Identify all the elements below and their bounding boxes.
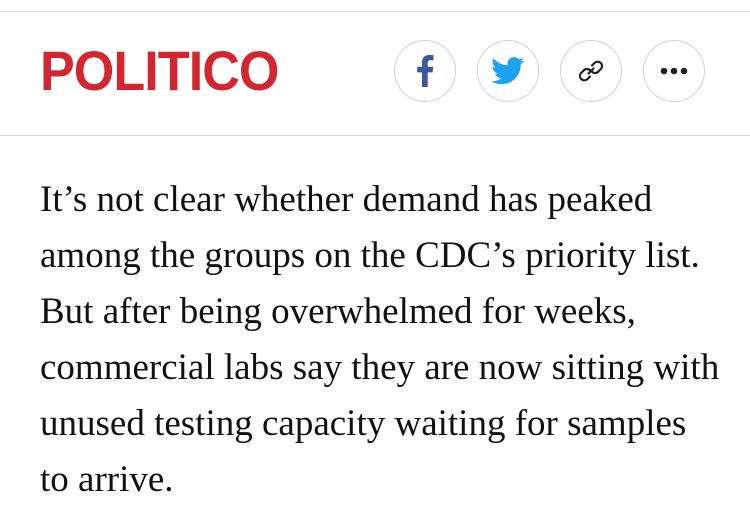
- top-divider: [0, 11, 750, 12]
- link-icon: [578, 60, 604, 82]
- facebook-icon: [417, 55, 434, 87]
- twitter-bird-icon: [491, 57, 525, 85]
- copy-link-button[interactable]: [560, 40, 622, 102]
- header-divider: [0, 135, 750, 136]
- twitter-share-button[interactable]: [477, 40, 539, 102]
- site-header: POLITICO: [0, 12, 750, 135]
- politico-logo[interactable]: POLITICO: [40, 39, 279, 102]
- facebook-share-button[interactable]: [394, 40, 456, 102]
- article-paragraph: It’s not clear whether demand has peaked…: [40, 179, 720, 500]
- more-dots-icon: [660, 67, 688, 75]
- share-toolbar: [394, 40, 705, 102]
- more-options-button[interactable]: [643, 40, 705, 102]
